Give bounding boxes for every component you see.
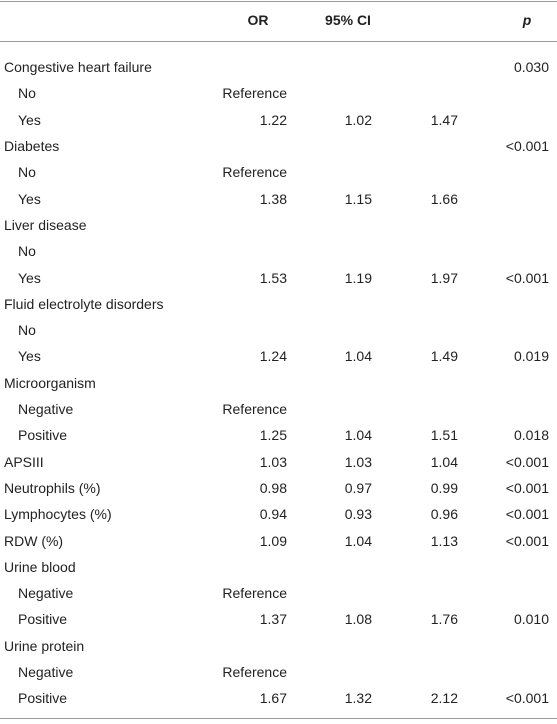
ci-upper: 0.99	[430, 479, 458, 496]
odds-ratio: 1.24	[259, 348, 287, 365]
odds-ratio: Reference	[222, 585, 287, 602]
row-label: Yes	[18, 111, 41, 128]
ci-upper: 1.47	[430, 111, 458, 128]
row-label: Lymphocytes (%)	[4, 506, 112, 523]
header-ci: 95% CI	[325, 12, 371, 28]
odds-ratio: 1.25	[259, 427, 287, 444]
odds-ratio: 0.98	[259, 479, 287, 496]
row-label: Neutrophils (%)	[4, 479, 101, 496]
row-label: Congestive heart failure	[4, 59, 152, 76]
row-label: Yes	[18, 269, 41, 286]
row-label: Yes	[18, 190, 41, 207]
p-value: <0.001	[505, 453, 549, 470]
p-value: <0.001	[505, 506, 549, 523]
odds-ratio: Reference	[222, 164, 287, 181]
ci-upper: 2.12	[430, 690, 458, 707]
p-value: 0.019	[513, 348, 549, 365]
p-value: 0.018	[513, 427, 549, 444]
p-value: <0.001	[505, 138, 549, 155]
row-label: Urine blood	[4, 558, 76, 575]
ci-lower: 1.19	[344, 269, 372, 286]
p-value: 0.010	[513, 611, 549, 628]
row-label: No	[18, 322, 36, 339]
header-rule	[0, 41, 557, 42]
ci-upper: 1.76	[430, 611, 458, 628]
odds-ratio: 0.94	[259, 506, 287, 523]
row-label: Diabetes	[4, 138, 60, 155]
header-or: OR	[247, 12, 269, 28]
top-rule	[0, 1, 557, 2]
header-p: p	[522, 12, 532, 28]
row-label: Negative	[18, 401, 74, 418]
row-label: No	[18, 243, 36, 260]
ci-upper: 1.49	[430, 348, 458, 365]
ci-lower: 0.93	[344, 506, 372, 523]
odds-ratio: 1.37	[259, 611, 287, 628]
p-value: <0.001	[505, 269, 549, 286]
odds-ratio: 1.53	[259, 269, 287, 286]
ci-upper: 0.96	[430, 506, 458, 523]
row-label: Negative	[18, 664, 74, 681]
row-label: Negative	[18, 585, 74, 602]
row-label: Positive	[18, 611, 68, 628]
ci-lower: 1.04	[344, 427, 372, 444]
row-label: Fluid electrolyte disorders	[4, 295, 164, 312]
ci-upper: 1.04	[430, 453, 458, 470]
row-label: Yes	[18, 348, 41, 365]
row-label: RDW (%)	[4, 532, 64, 549]
p-value: <0.001	[505, 479, 549, 496]
row-label: Positive	[18, 427, 68, 444]
ci-lower: 1.04	[344, 348, 372, 365]
ci-upper: 1.97	[430, 269, 458, 286]
row-label: Microorganism	[4, 374, 96, 391]
row-label: No	[18, 164, 36, 181]
ci-upper: 1.66	[430, 190, 458, 207]
p-value: <0.001	[505, 690, 549, 707]
odds-ratio: Reference	[222, 401, 287, 418]
odds-ratio: 1.38	[259, 190, 287, 207]
odds-ratio: 1.09	[259, 532, 287, 549]
odds-ratio: Reference	[222, 664, 287, 681]
row-label: APSIII	[4, 453, 44, 470]
ci-lower: 1.02	[344, 111, 372, 128]
p-value: <0.001	[505, 532, 549, 549]
ci-lower: 1.32	[344, 690, 372, 707]
ci-lower: 1.03	[344, 453, 372, 470]
row-label: Urine protein	[4, 637, 85, 654]
odds-ratio: Reference	[222, 85, 287, 102]
odds-ratio: 1.67	[259, 690, 287, 707]
p-value: 0.030	[513, 59, 549, 76]
ci-lower: 0.97	[344, 479, 372, 496]
ci-lower: 1.04	[344, 532, 372, 549]
ci-lower: 1.08	[344, 611, 372, 628]
ci-upper: 1.51	[430, 427, 458, 444]
row-label: Positive	[18, 690, 68, 707]
ci-upper: 1.13	[430, 532, 458, 549]
ci-lower: 1.15	[344, 190, 372, 207]
odds-ratio: 1.03	[259, 453, 287, 470]
bottom-rule	[0, 718, 557, 719]
row-label: Liver disease	[4, 216, 87, 233]
odds-ratio: 1.22	[259, 111, 287, 128]
row-label: No	[18, 85, 36, 102]
